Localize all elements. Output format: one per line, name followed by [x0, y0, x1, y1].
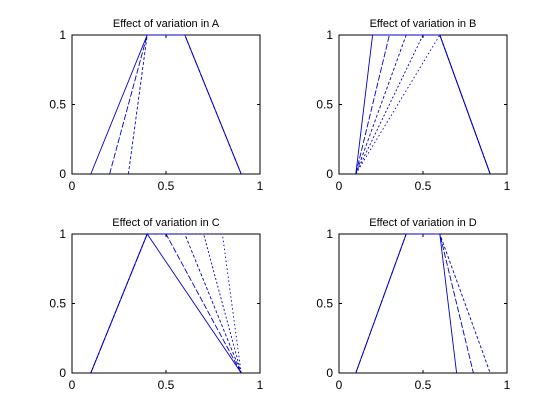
subplot-1: Effect of variation in A 0 0.5 1 0 0.5 1: [49, 18, 263, 193]
x-tick-label: 0.5: [415, 378, 432, 392]
series-line-3: [90, 233, 242, 374]
x-tick-label: 0.5: [158, 179, 175, 193]
x-tick-label: 1: [504, 378, 511, 392]
series-line-3: [355, 233, 491, 374]
x-tick-label: 0: [336, 378, 343, 392]
subplot-title: Effect of variation in B: [370, 18, 477, 30]
subplot-2: Effect of variation in B 0 0.5 1 0 0.5 1: [316, 18, 510, 193]
y-tick-label: 1: [59, 227, 66, 241]
subplot-title: Effect of variation in D: [369, 217, 476, 229]
axes-frame: [338, 233, 508, 374]
x-tick-label: 0: [336, 179, 343, 193]
axes-frame: [71, 233, 261, 374]
y-tick-label: 1: [59, 28, 66, 42]
y-tick-label: 0.5: [316, 98, 333, 112]
x-tick-label: 0.5: [415, 179, 432, 193]
axes-frame: [71, 34, 261, 175]
y-tick-label: 0.5: [316, 297, 333, 311]
y-tick-label: 1: [326, 227, 333, 241]
y-tick-label: 0: [59, 366, 66, 380]
y-tick-label: 0: [326, 366, 333, 380]
x-tick-label: 0: [69, 378, 76, 392]
series-line-3: [127, 34, 242, 175]
y-tick-label: 0: [59, 167, 66, 181]
x-tick-label: 1: [504, 179, 511, 193]
x-tick-label: 0.5: [158, 378, 175, 392]
x-tick-label: 1: [257, 378, 264, 392]
series-line-2: [355, 233, 474, 374]
y-tick-label: 0.5: [49, 297, 66, 311]
series-line-5: [355, 33, 491, 175]
x-tick-label: 1: [257, 179, 264, 193]
y-tick-label: 1: [326, 28, 333, 42]
subplot-4: Effect of variation in D 0 0.5 1 0 0.5 1: [316, 217, 510, 392]
y-tick-label: 0: [326, 167, 333, 181]
subplot-title: Effect of variation in A: [113, 18, 220, 30]
subplot-3: Effect of variation in C 0 0.5 1 0 0.5 1: [49, 217, 263, 392]
y-tick-label: 0.5: [49, 98, 66, 112]
subplot-title: Effect of variation in C: [112, 217, 219, 229]
x-tick-label: 0: [69, 179, 76, 193]
